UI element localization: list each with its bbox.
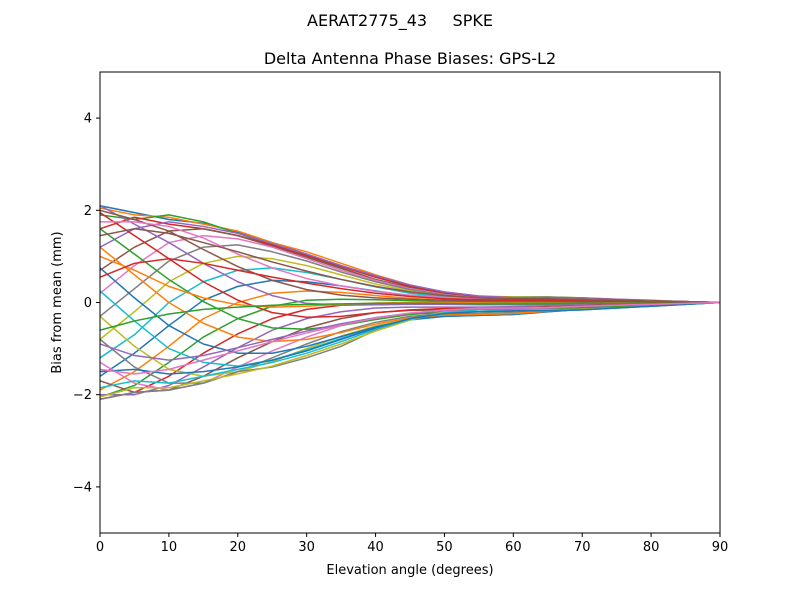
series-line	[100, 246, 720, 343]
series-line	[100, 301, 720, 331]
series-line	[100, 301, 720, 375]
series-line	[100, 301, 720, 375]
x-axis-label: Elevation angle (degrees)	[326, 563, 493, 578]
series-layer	[100, 204, 720, 401]
y-tick-label: −4	[73, 480, 92, 495]
x-tick-label: 50	[436, 540, 453, 555]
x-tick-label: 40	[367, 540, 384, 555]
series-line	[100, 227, 720, 304]
chart-title: Delta Antenna Phase Biases: GPS-L2	[264, 49, 556, 68]
y-tick-label: −2	[73, 388, 92, 403]
y-tick-label: 0	[84, 296, 92, 311]
y-tick-label: 4	[84, 112, 92, 127]
x-tick-label: 80	[643, 540, 660, 555]
y-tick-label: 2	[84, 204, 92, 219]
x-tick-label: 60	[505, 540, 522, 555]
x-tick-label: 90	[712, 540, 729, 555]
x-tick-label: 30	[298, 540, 315, 555]
figure-suptitle: AERAT2775_43 SPKE	[307, 11, 493, 31]
x-tick-label: 70	[574, 540, 591, 555]
y-axis: −4 −2 0 2 4	[73, 112, 100, 495]
series-line	[100, 257, 720, 304]
x-tick-label: 10	[161, 540, 178, 555]
x-tick-label: 0	[96, 540, 104, 555]
series-line	[100, 228, 720, 330]
y-axis-label: Bias from mean (mm)	[50, 231, 65, 373]
x-axis: 0 10 20 30 40 50 60 70 80 90	[96, 533, 728, 555]
plot-area	[99, 71, 721, 534]
x-tick-label: 20	[230, 540, 247, 555]
